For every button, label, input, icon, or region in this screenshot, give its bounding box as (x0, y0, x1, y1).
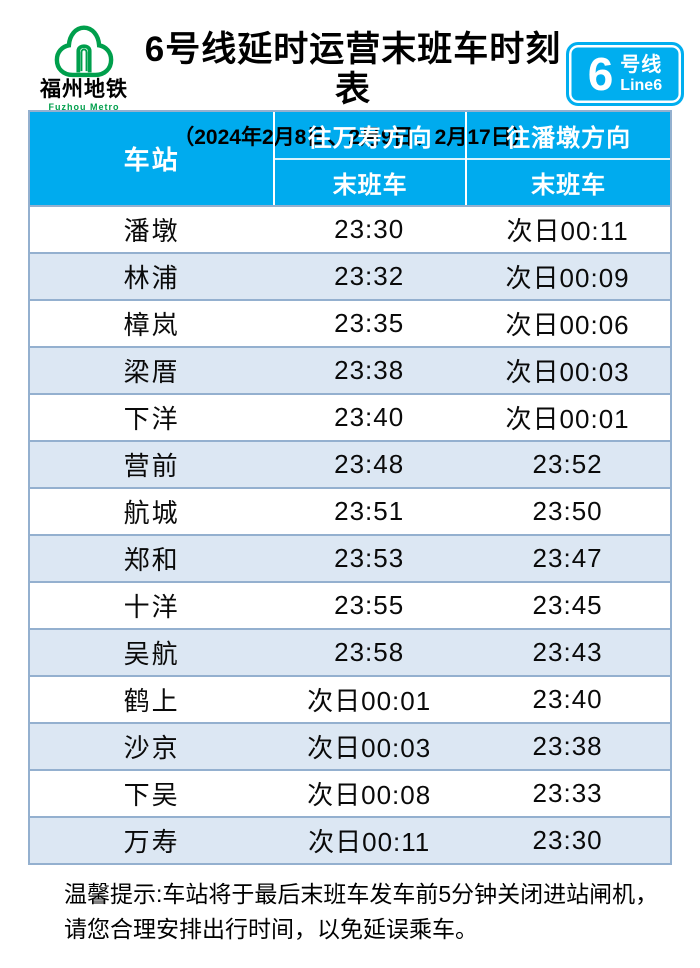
header-lasttrain-pandun: 末班车 (531, 172, 607, 199)
table-row: 鹤上 次日00:01 23:40 (30, 675, 670, 722)
time-pandun: 23:30 (532, 825, 603, 855)
station-name: 沙京 (123, 733, 180, 763)
time-pandun: 23:52 (532, 449, 603, 479)
line-number: 6 (587, 48, 614, 100)
time-pandun: 次日00:06 (505, 310, 630, 340)
station-name: 下洋 (123, 404, 180, 434)
time-wanshou: 23:32 (334, 261, 405, 291)
page-title: 6号线延时运营末班车时刻表 (144, 30, 562, 109)
timetable: 车站 往万寿方向 末班车 往潘墩方向 末班车 潘墩 23:30 次日00:11 … (28, 110, 672, 865)
time-wanshou: 23:38 (334, 355, 405, 385)
header-direction-pandun: 往潘墩方向 (467, 112, 670, 160)
station-name: 万寿 (123, 827, 180, 857)
station-name: 梁厝 (123, 357, 180, 387)
footer-note: 温馨提示:车站将于最后末班车发车前5分钟关闭进站闸机， 请您合理安排出行时间，以… (0, 865, 700, 947)
time-wanshou: 23:40 (334, 402, 405, 432)
footer-note-line2: 请您合理安排出行时间，以免延误乘车。 (64, 916, 478, 942)
logo-name-cn: 福州地铁 (40, 78, 128, 101)
footer-note-line1: 温馨提示:车站将于最后末班车发车前5分钟关闭进站闸机， (64, 881, 659, 907)
line-label-cn: 号线 (620, 53, 663, 76)
table-row: 营前 23:48 23:52 (30, 440, 670, 487)
header-direction-wanshou: 往万寿方向 (275, 112, 466, 160)
station-name: 下吴 (123, 780, 180, 810)
time-pandun: 次日00:03 (505, 357, 630, 387)
table-row: 十洋 23:55 23:45 (30, 581, 670, 628)
table-row: 万寿 次日00:11 23:30 (30, 816, 670, 863)
time-pandun: 23:40 (532, 684, 603, 714)
station-name: 潘墩 (123, 216, 180, 246)
station-name: 航城 (123, 498, 180, 528)
station-name: 鹤上 (123, 686, 180, 716)
line6-badge: 6 号线 Line6 (566, 42, 684, 106)
table-row: 林浦 23:32 次日00:09 (30, 252, 670, 299)
header-col-wanshou: 往万寿方向 末班车 (273, 112, 466, 205)
table-row: 樟岚 23:35 次日00:06 (30, 299, 670, 346)
time-pandun: 23:38 (532, 731, 603, 761)
station-name: 十洋 (123, 592, 180, 622)
time-wanshou: 次日00:01 (307, 686, 432, 716)
table-row: 下洋 23:40 次日00:01 (30, 393, 670, 440)
time-pandun: 23:33 (532, 778, 603, 808)
table-row: 沙京 次日00:03 23:38 (30, 722, 670, 769)
time-pandun: 23:45 (532, 590, 603, 620)
table-body: 潘墩 23:30 次日00:11 林浦 23:32 次日00:09 樟岚 23:… (30, 205, 670, 863)
metro-tree-icon (28, 22, 140, 80)
header-station: 车站 (123, 145, 180, 175)
page-subtitle: （2024年2月8日、2月9日、2月17日） (173, 126, 533, 149)
time-pandun: 次日00:09 (505, 263, 630, 293)
time-pandun: 23:50 (532, 496, 603, 526)
page-banner: 福州地铁 Fuzhou Metro 6号线延时运营末班车时刻表 （2024年2月… (0, 0, 700, 149)
timetable-header: 车站 往万寿方向 末班车 往潘墩方向 末班车 (30, 112, 670, 205)
station-name: 吴航 (123, 639, 180, 669)
time-wanshou: 23:58 (334, 637, 405, 667)
logo-name-en: Fuzhou Metro (48, 102, 120, 112)
time-wanshou: 23:51 (334, 496, 405, 526)
table-row: 郑和 23:53 23:47 (30, 534, 670, 581)
title-block: 6号线延时运营末班车时刻表 （2024年2月8日、2月9日、2月17日） (140, 22, 566, 151)
header-lasttrain-wanshou: 末班车 (332, 172, 408, 199)
time-wanshou: 次日00:11 (308, 827, 431, 857)
time-pandun: 次日00:11 (506, 216, 629, 246)
table-row: 吴航 23:58 23:43 (30, 628, 670, 675)
station-name: 樟岚 (123, 310, 180, 340)
table-row: 下吴 次日00:08 23:33 (30, 769, 670, 816)
time-pandun: 次日00:01 (505, 404, 630, 434)
time-wanshou: 次日00:03 (307, 733, 432, 763)
time-wanshou: 23:48 (334, 449, 405, 479)
station-name: 郑和 (123, 545, 180, 575)
time-wanshou: 次日00:08 (307, 780, 432, 810)
header-col-pandun: 往潘墩方向 末班车 (465, 112, 670, 205)
time-wanshou: 23:53 (334, 543, 405, 573)
station-name: 林浦 (123, 263, 180, 293)
time-wanshou: 23:30 (334, 214, 405, 244)
time-wanshou: 23:55 (334, 590, 405, 620)
fuzhou-metro-logo: 福州地铁 Fuzhou Metro (28, 22, 140, 112)
table-row: 航城 23:51 23:50 (30, 487, 670, 534)
line-label-en: Line6 (620, 76, 663, 94)
station-name: 营前 (123, 451, 180, 481)
table-row: 梁厝 23:38 次日00:03 (30, 346, 670, 393)
table-row: 潘墩 23:30 次日00:11 (30, 205, 670, 252)
time-pandun: 23:43 (532, 637, 603, 667)
time-pandun: 23:47 (532, 543, 603, 573)
time-wanshou: 23:35 (334, 308, 405, 338)
